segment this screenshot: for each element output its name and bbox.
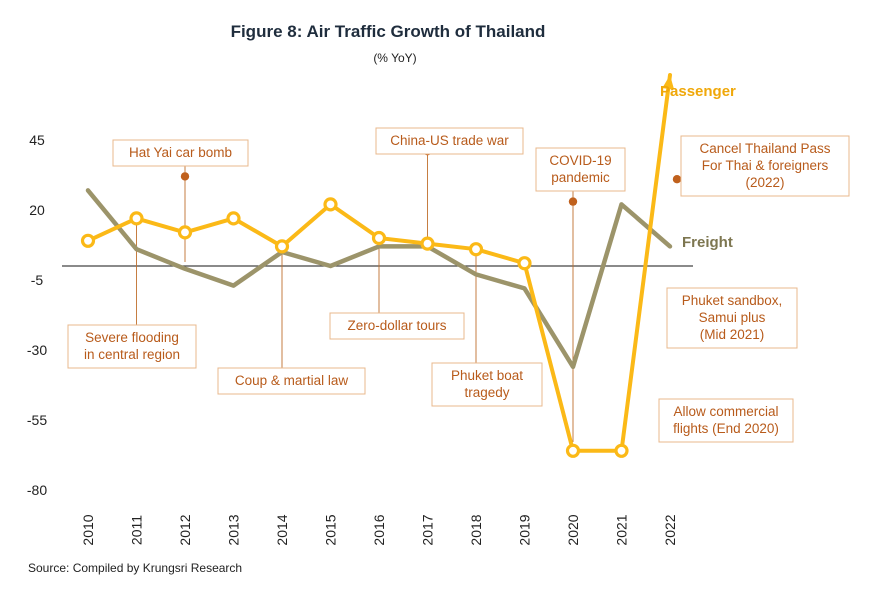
annotation-text: COVID-19 xyxy=(549,153,611,168)
source-note: Source: Compiled by Krungsri Research xyxy=(28,561,242,575)
y-tick-label: 20 xyxy=(29,202,45,218)
y-tick-label: -80 xyxy=(27,482,47,498)
annotation-box xyxy=(666,287,798,349)
x-tick-label: 2018 xyxy=(468,514,484,545)
annotation-box xyxy=(67,324,197,369)
data-point-passenger xyxy=(565,443,581,458)
data-point-passenger xyxy=(420,236,435,251)
annotation-text: tragedy xyxy=(464,385,509,400)
annotation-text: in central region xyxy=(84,347,180,362)
annotation-box xyxy=(217,367,366,395)
data-point-passenger xyxy=(129,211,144,226)
x-tick-label: 2010 xyxy=(80,514,96,545)
data-point-passenger xyxy=(614,443,629,458)
annotation-box xyxy=(112,139,249,167)
y-tick-label: 45 xyxy=(29,132,45,148)
x-tick-label: 2011 xyxy=(129,515,145,545)
x-tick-label: 2022 xyxy=(662,514,678,545)
annotation-text: For Thai & foreigners xyxy=(702,158,829,173)
series-line-freight xyxy=(85,188,673,370)
x-axis: 2010 2011 2012 2013 2014 2015 2016 2017 2018 2019… xyxy=(80,514,678,545)
annotation-text: Phuket sandbox, xyxy=(682,293,783,308)
x-tick-label: 2020 xyxy=(565,514,581,545)
annotation-text: (2022) xyxy=(745,175,784,190)
annotation-box xyxy=(431,362,543,407)
y-tick-label: -5 xyxy=(31,272,44,288)
annotation-text: (Mid 2021) xyxy=(700,327,765,342)
x-tick-label: 2017 xyxy=(420,514,436,545)
series-labels: Freight Passenger xyxy=(660,83,736,251)
x-tick-label: 2013 xyxy=(226,514,242,545)
annotation-dot xyxy=(568,197,578,206)
plot-area xyxy=(80,73,675,458)
annotation-text: Coup & martial law xyxy=(235,373,349,388)
annotation-text: Hat Yai car bomb xyxy=(129,145,232,160)
annotation-text: Allow commercial xyxy=(673,404,778,419)
annotations: Hat Yai car bomb Severe flooding in centra… xyxy=(67,127,850,443)
y-tick-label: -55 xyxy=(27,412,47,428)
y-axis: 45 20 -5 -30 -55 -80 xyxy=(27,132,693,498)
annotation-box xyxy=(680,135,850,197)
annotation-dot xyxy=(180,172,190,181)
x-tick-label: 2014 xyxy=(274,514,290,545)
annotation-text: Phuket boat xyxy=(451,368,523,383)
data-point-passenger xyxy=(371,230,387,246)
series-label-freight: Freight xyxy=(682,234,733,251)
annotation-box xyxy=(329,312,465,340)
x-tick-label: 2016 xyxy=(371,514,387,545)
x-tick-label: 2019 xyxy=(517,514,533,545)
annotation-text: China-US trade war xyxy=(390,133,509,148)
annotation-text: Severe flooding xyxy=(85,330,179,345)
chart-subtitle: (% YoY) xyxy=(373,51,416,65)
annotation-text: Cancel Thailand Pass xyxy=(699,141,830,156)
annotation-box xyxy=(375,127,524,155)
chart-title: Figure 8: Air Traffic Growth of Thailand xyxy=(231,22,546,41)
annotation-box xyxy=(535,147,626,192)
data-point-passenger xyxy=(468,242,484,257)
x-tick-label: 2021 xyxy=(614,514,630,545)
y-tick-label: -30 xyxy=(27,342,47,358)
passenger-arrowhead xyxy=(662,75,675,90)
data-point-passenger xyxy=(274,239,290,254)
annotation-text: Zero-dollar tours xyxy=(347,318,446,333)
annotation-box xyxy=(658,398,794,443)
data-point-passenger xyxy=(323,197,338,212)
data-point-passenger xyxy=(226,211,241,226)
data-point-passenger xyxy=(80,233,96,248)
annotation-text: Samui plus xyxy=(699,310,766,325)
x-tick-label: 2012 xyxy=(177,514,193,545)
annotation-connectors xyxy=(136,140,681,442)
data-point-passenger xyxy=(177,225,193,240)
data-point-passenger xyxy=(517,256,532,271)
series-label-passenger: Passenger xyxy=(660,83,736,100)
annotation-dot xyxy=(672,175,682,184)
annotation-text: flights (End 2020) xyxy=(673,421,779,436)
x-tick-label: 2015 xyxy=(323,514,339,545)
annotation-text: pandemic xyxy=(551,170,610,185)
